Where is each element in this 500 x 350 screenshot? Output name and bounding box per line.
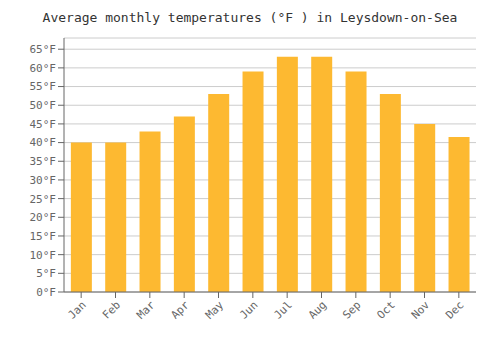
svg-text:Feb: Feb [100, 298, 123, 321]
svg-text:Aug: Aug [306, 298, 329, 321]
svg-text:Sep: Sep [340, 298, 363, 321]
svg-text:10°F: 10°F [30, 249, 57, 262]
svg-text:Dec: Dec [443, 298, 466, 321]
svg-text:Jun: Jun [237, 298, 260, 321]
svg-text:May: May [203, 298, 227, 322]
svg-text:40°F: 40°F [30, 136, 57, 149]
svg-text:30°F: 30°F [30, 174, 57, 187]
svg-text:65°F: 65°F [30, 43, 57, 56]
svg-text:25°F: 25°F [30, 193, 57, 206]
svg-text:20°F: 20°F [30, 211, 57, 224]
svg-text:0°F: 0°F [36, 286, 56, 299]
svg-text:Nov: Nov [409, 298, 433, 322]
html-text:Average monthly temperatures (: Average monthly temperatures (°F ) in Le… [42, 10, 458, 25]
svg-text:Jan: Jan [66, 298, 89, 321]
svg-text:45°F: 45°F [30, 118, 57, 131]
svg-text:Apr: Apr [169, 298, 193, 322]
svg-text:55°F: 55°F [30, 80, 57, 93]
svg-text:Jul: Jul [272, 298, 295, 321]
svg-text:Mar: Mar [134, 298, 158, 322]
svg-text:35°F: 35°F [30, 155, 57, 168]
svg-text:5°F: 5°F [36, 267, 56, 280]
svg-text:Oct: Oct [375, 298, 398, 321]
svg-text:60°F: 60°F [30, 62, 57, 75]
svg-text:50°F: 50°F [30, 99, 57, 112]
svg-text:15°F: 15°F [30, 230, 57, 243]
